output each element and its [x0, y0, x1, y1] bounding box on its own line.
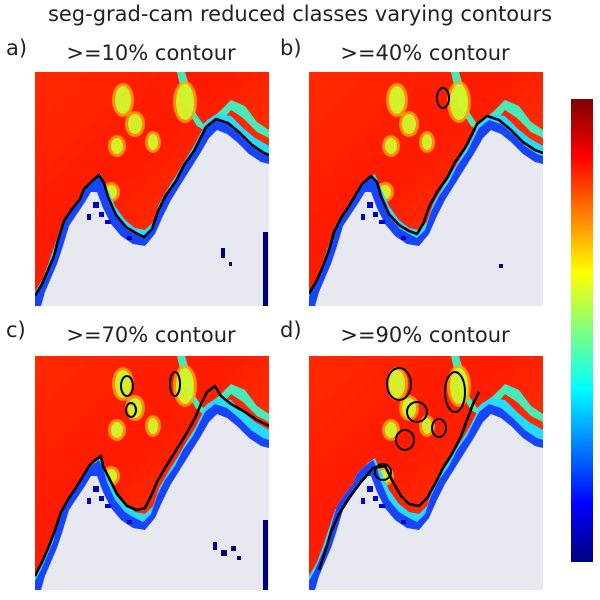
- heatmap-speckle-4: [401, 520, 406, 524]
- heatmap-speckle-0: [93, 202, 99, 208]
- panel-c-heatmap: [35, 356, 269, 590]
- heatmap-yellow-spot-4: [176, 84, 194, 120]
- heatmap-land: [309, 404, 543, 590]
- figure-title: seg-grad-cam reduced classes varying con…: [47, 2, 553, 26]
- heatmap-speckle-3: [361, 498, 365, 504]
- heatmap-yellow-spot-3: [422, 134, 432, 150]
- heatmap-dot-0: [499, 264, 503, 268]
- heatmap-yellow-spot-2: [111, 138, 123, 154]
- contour-island-3: [374, 463, 392, 481]
- heatmap-dot-0: [213, 542, 217, 550]
- panel-b-letter: b): [280, 36, 302, 60]
- contour-line: [309, 114, 543, 295]
- panel-d-letter: d): [280, 318, 302, 342]
- contour-island-2: [395, 429, 415, 451]
- heatmap-speckle-4: [127, 520, 132, 524]
- heatmap-dot-1: [229, 262, 232, 266]
- heatmap-dot-0: [221, 248, 225, 258]
- heatmap-yellow-spot-0: [389, 86, 405, 114]
- heatmap-speckle-3: [87, 214, 91, 220]
- heatmap-land: [309, 120, 543, 306]
- heatmap-yellow-spot-4: [450, 84, 468, 120]
- panel-b-heatmap: [309, 72, 543, 306]
- heatmap-speckle-4: [127, 236, 132, 240]
- heatmap-cyan-band: [309, 114, 543, 297]
- panel-a-letter: a): [6, 36, 28, 60]
- contour-island-0: [436, 87, 450, 109]
- heatmap-land: [35, 120, 269, 306]
- heatmap-yellow-spot-3: [148, 134, 158, 150]
- heatmap-yellow-spot-2: [385, 138, 397, 154]
- contour-island-2: [169, 371, 181, 397]
- heatmap-dot-2: [231, 546, 236, 551]
- heatmap-yellow-spot-1: [402, 114, 416, 134]
- panel-d-heatmap: [309, 356, 543, 590]
- colorbar-fill: [571, 99, 593, 562]
- panel-a-heatmap: [35, 72, 269, 306]
- contour-line: [35, 117, 269, 297]
- heatmap-speckle-2: [379, 504, 385, 508]
- heatmap-yellow-spot-1: [402, 398, 416, 418]
- heatmap-yellow-spot-3: [422, 418, 432, 434]
- heatmap-yellow-spot-1: [128, 114, 142, 134]
- heatmap-cyan-ne: [451, 356, 543, 422]
- heatmap-dot-1: [221, 550, 227, 556]
- heatmap-speckle-4: [401, 236, 406, 240]
- heatmap-dot-3: [237, 556, 241, 560]
- heatmap-speckle-3: [361, 214, 365, 220]
- heatmap-speckle-1: [99, 212, 104, 217]
- contour-island-1: [406, 401, 428, 423]
- heatmap-cyan-band: [35, 398, 269, 581]
- panel-a-title: >=10% contour: [66, 41, 236, 65]
- heatmap-cyan-ne: [451, 72, 543, 138]
- contour-island-4: [431, 418, 447, 438]
- heatmap-edge-bar-0: [263, 232, 268, 306]
- heatmap-edge-bar-0: [263, 520, 268, 590]
- panel-d-title: >=90% contour: [340, 323, 510, 347]
- contour-line: [35, 384, 269, 577]
- heatmap-speckle-0: [367, 202, 373, 208]
- heatmap-speckle-1: [99, 496, 104, 501]
- heatmap-land: [35, 404, 269, 590]
- panel-c-letter: c): [6, 318, 26, 342]
- heatmap-yellow-spot-2: [385, 422, 397, 438]
- contour-island-5: [444, 371, 466, 413]
- heatmap-yellow-spot-0: [389, 370, 405, 398]
- heatmap-speckle-1: [373, 212, 378, 217]
- panel-b-title: >=40% contour: [340, 41, 510, 65]
- heatmap-yellow-spot-0: [115, 86, 131, 114]
- heatmap-speckle-2: [105, 504, 111, 508]
- heatmap-cyan-ne: [177, 72, 269, 138]
- heatmap-yellow-spot-2: [111, 422, 123, 438]
- contour-island-0: [386, 367, 412, 401]
- heatmap-yellow-spot-4: [450, 368, 468, 404]
- contour-island-0: [120, 375, 134, 397]
- heatmap-speckle-3: [87, 498, 91, 504]
- heatmap-yellow-spot-3: [148, 418, 158, 434]
- heatmap-yellow-spot-4: [176, 368, 194, 404]
- heatmap-speckle-1: [373, 496, 378, 501]
- heatmap-speckle-2: [379, 220, 385, 224]
- panel-c-title: >=70% contour: [66, 323, 236, 347]
- heatmap-speckle-0: [93, 486, 99, 492]
- heatmap-cyan-band: [35, 114, 269, 297]
- heatmap-speckle-0: [367, 486, 373, 492]
- heatmap-speckle-2: [105, 220, 111, 224]
- contour-line: [317, 391, 481, 571]
- contour-island-1: [125, 402, 137, 418]
- heatmap-cyan-band: [309, 398, 543, 581]
- colorbar: [571, 99, 593, 562]
